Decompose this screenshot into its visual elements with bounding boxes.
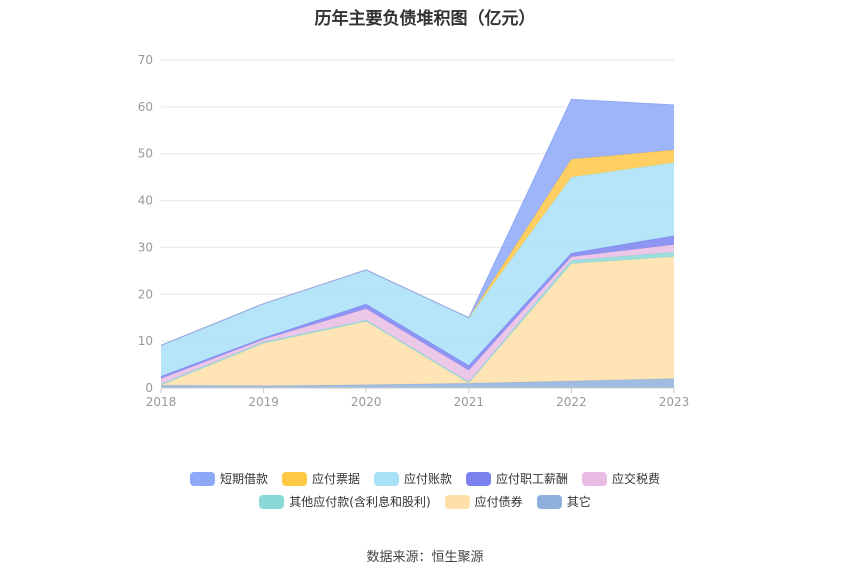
legend-swatch: [259, 494, 285, 509]
legend-item[interactable]: 应付账款: [373, 470, 452, 487]
legend-label: 短期借款: [219, 472, 268, 486]
legend-label: 应交税费: [612, 472, 661, 486]
y-tick-label: 30: [138, 240, 153, 254]
legend-swatch: [582, 471, 608, 486]
data-source-note: 数据来源：恒生聚源: [366, 550, 484, 565]
legend-label: 应付票据: [311, 472, 360, 486]
legend-row: 其他应付款(含利息和股利) 应付债券 其它: [0, 493, 850, 510]
area-series-6: [161, 150, 674, 346]
area-series-line-7: [160, 98, 675, 346]
y-tick-label: 50: [138, 147, 153, 161]
legend-swatch: [373, 471, 399, 486]
legend-item[interactable]: 其他应付款(含利息和股利): [259, 493, 431, 510]
legend-item[interactable]: 短期借款: [189, 470, 268, 487]
legend-swatch: [466, 471, 491, 486]
x-tick-label: 2018: [146, 395, 177, 409]
legend-item[interactable]: 其它: [536, 493, 591, 510]
legend-label: 应付账款: [403, 472, 452, 486]
area-series-group: [160, 98, 675, 388]
x-tick-label: 2022: [556, 395, 587, 409]
legend-label: 其他应付款(含利息和股利): [289, 495, 431, 509]
area-series-7: [161, 99, 674, 346]
y-tick-label: 70: [138, 53, 153, 67]
y-tick-label: 40: [138, 194, 153, 208]
legend-label: 应付债券: [474, 495, 523, 509]
x-tick-label: 2023: [659, 395, 690, 409]
legend-item[interactable]: 应付职工薪酬: [466, 470, 568, 487]
x-tick-label: 2020: [351, 395, 382, 409]
x-tick-label: 2019: [248, 395, 279, 409]
y-tick-label: 20: [138, 287, 153, 301]
legend-label: 应付职工薪酬: [496, 472, 569, 486]
legend-item[interactable]: 应交税费: [582, 470, 660, 487]
chart-title: 历年主要负债堆积图（亿元）: [314, 9, 536, 29]
y-tick-label: 10: [138, 334, 153, 348]
legend: 短期借款 应付票据 应付账款 应付职工薪酬 应交税费 其他应付款(含利息和股利) 应付债券…: [0, 470, 850, 516]
legend-row: 短期借款 应付票据 应付账款 应付职工薪酬 应交税费: [0, 470, 850, 487]
y-tick-label: 0: [145, 381, 153, 395]
y-tick-label: 60: [138, 100, 153, 114]
axes: 0 10 20 30 40 50 60 70 2018 2019 2020 2021 2022 2023: [138, 53, 690, 409]
legend-swatch: [281, 471, 307, 486]
area-series-4: [161, 235, 674, 379]
legend-item[interactable]: 应付债券: [444, 493, 523, 510]
x-tick-label: 2021: [454, 395, 485, 409]
legend-label: 其它: [566, 495, 591, 509]
legend-swatch: [444, 494, 470, 509]
stacked-area-chart: 0 10 20 30 40 50 60 70 2018 2019 2020 2021 2022 2023: [138, 53, 690, 409]
legend-item[interactable]: 应付票据: [281, 470, 360, 487]
area-series-5: [161, 162, 674, 377]
legend-swatch: [536, 494, 562, 509]
legend-swatch: [189, 471, 215, 486]
area-series-1: [161, 256, 674, 386]
